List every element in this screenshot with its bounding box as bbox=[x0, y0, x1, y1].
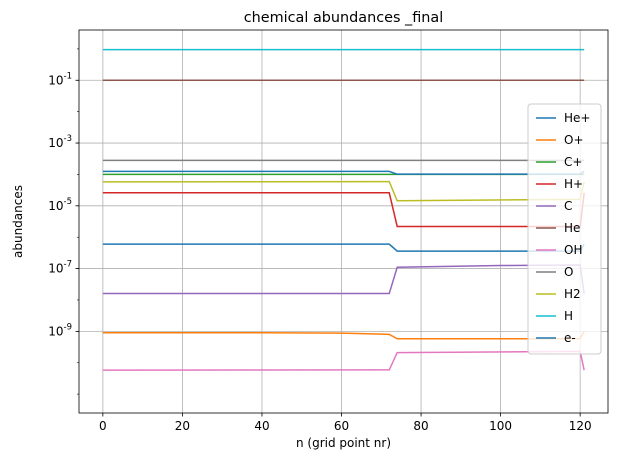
legend-box bbox=[527, 103, 602, 355]
series-line-OH bbox=[102, 350, 585, 371]
legend-label: OH bbox=[564, 243, 582, 257]
x-tick-label: 40 bbox=[254, 419, 269, 433]
legend-label: H2 bbox=[564, 287, 581, 301]
y-tick-label: 10-9 bbox=[48, 322, 72, 338]
legend-label: H+ bbox=[564, 177, 583, 191]
x-tick-label: 60 bbox=[334, 419, 349, 433]
x-tick-label: 80 bbox=[413, 419, 428, 433]
x-tick-label: 20 bbox=[175, 419, 190, 433]
y-tick-label: 10-7 bbox=[48, 260, 72, 276]
y-tick-label: 10-1 bbox=[48, 71, 72, 87]
legend-label: O+ bbox=[564, 133, 584, 147]
chart-title: chemical abundances _final bbox=[244, 10, 444, 26]
axes-frame bbox=[78, 29, 609, 414]
legend: He+ O+ C+ H+ C He OH O H2 He- bbox=[527, 103, 602, 355]
legend-label: C bbox=[564, 199, 572, 213]
legend-label: He+ bbox=[564, 111, 590, 125]
y-tick-label: 10-5 bbox=[48, 197, 72, 213]
legend-label: He bbox=[564, 221, 580, 235]
legend-label: C+ bbox=[564, 155, 582, 169]
legend-label: e- bbox=[564, 331, 576, 345]
ticks: 0 20 40 60 80 100 120 10-9 10-7 10-5 10-3 10-1 bbox=[48, 48, 592, 433]
legend-label: H bbox=[564, 309, 573, 323]
x-tick-label: 100 bbox=[489, 419, 512, 433]
legend-label: O bbox=[564, 265, 573, 279]
y-axis-label: abundances bbox=[11, 185, 25, 258]
x-tick-label: 120 bbox=[569, 419, 592, 433]
y-tick-label: 10-3 bbox=[48, 134, 72, 150]
x-axis-label: n (grid point nr) bbox=[296, 436, 391, 450]
x-tick-label: 0 bbox=[99, 419, 107, 433]
plot-area bbox=[79, 30, 608, 413]
